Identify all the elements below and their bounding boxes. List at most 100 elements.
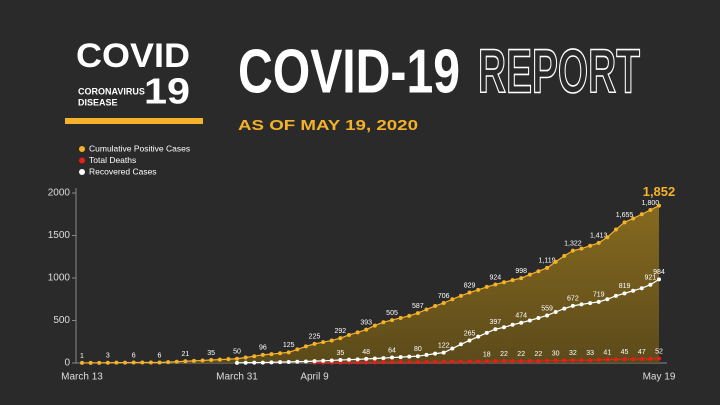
point: [613, 227, 618, 232]
point: [657, 203, 661, 208]
data-label: 819: [619, 283, 631, 290]
point: [217, 357, 222, 362]
point: [562, 358, 567, 363]
point: [467, 290, 472, 295]
point: [639, 357, 644, 362]
point: [329, 358, 334, 363]
x-tick-label: May 19: [643, 372, 676, 383]
point: [441, 350, 446, 355]
data-label: 64: [388, 347, 396, 354]
point: [140, 360, 145, 365]
data-label: 998: [515, 268, 527, 275]
point: [312, 359, 317, 364]
point: [260, 352, 265, 357]
point: [88, 360, 93, 365]
point: [390, 360, 395, 365]
data-label: 393: [360, 319, 372, 326]
x-tick-label: March 31: [216, 372, 258, 383]
point: [579, 358, 584, 363]
point: [424, 359, 429, 364]
point: [631, 288, 636, 293]
point: [493, 282, 498, 287]
data-label: 1,413: [590, 233, 608, 240]
point: [346, 332, 351, 337]
point: [433, 351, 438, 356]
data-label: 45: [621, 349, 629, 356]
title: COVID-19: [238, 37, 460, 106]
legend-swatch: [79, 157, 85, 164]
point: [355, 330, 360, 335]
data-label: 30: [552, 350, 560, 357]
point: [510, 322, 515, 327]
point: [631, 216, 636, 221]
point: [364, 327, 369, 332]
point: [381, 360, 386, 365]
point: [329, 338, 334, 343]
data-label: 21: [181, 351, 189, 358]
point: [355, 357, 360, 362]
data-label: 672: [567, 296, 579, 303]
point: [510, 359, 515, 364]
point: [166, 360, 171, 365]
point: [648, 356, 653, 361]
point: [458, 342, 463, 347]
data-label: 225: [309, 334, 321, 341]
point: [570, 303, 575, 308]
point: [209, 358, 214, 363]
data-label: 6: [158, 352, 162, 359]
point: [570, 248, 575, 253]
point: [415, 311, 420, 316]
point: [501, 325, 506, 330]
data-label: 125: [283, 342, 295, 349]
point: [562, 253, 567, 258]
legend-label: Cumulative Positive Cases: [89, 143, 190, 153]
data-label: 1,655: [616, 212, 634, 219]
logo-number: 19: [144, 71, 190, 112]
data-label: 3: [106, 353, 110, 360]
point: [80, 360, 84, 365]
point: [381, 356, 386, 361]
x-tick-label: April 9: [300, 372, 329, 383]
point: [519, 359, 524, 364]
point: [657, 356, 661, 361]
point: [450, 359, 455, 364]
data-label: 22: [517, 351, 525, 358]
legend-swatch: [79, 169, 85, 175]
point: [527, 272, 532, 277]
x-tick-label: March 13: [61, 372, 103, 383]
point: [346, 357, 351, 362]
point: [278, 351, 283, 356]
data-label: 35: [336, 350, 344, 357]
point: [536, 269, 541, 274]
data-label: 50: [233, 349, 241, 356]
point: [510, 278, 515, 283]
data-label: 1,800: [642, 200, 660, 207]
data-label: 706: [438, 293, 450, 300]
point: [501, 280, 506, 285]
data-label: 1: [80, 353, 84, 360]
point: [269, 360, 274, 365]
point: [493, 359, 498, 364]
point: [579, 246, 584, 251]
point: [105, 360, 110, 365]
data-label: 122: [438, 342, 450, 349]
data-label: 587: [412, 303, 424, 310]
point: [527, 318, 532, 323]
point: [364, 356, 369, 361]
point: [476, 287, 481, 292]
point: [622, 291, 627, 296]
point: [579, 302, 584, 307]
point: [596, 240, 601, 245]
point: [467, 359, 472, 364]
point: [355, 360, 360, 365]
point: [372, 323, 377, 328]
point: [114, 360, 119, 365]
data-label: 33: [586, 350, 594, 357]
y-tick-label: 1000: [48, 273, 71, 284]
data-label: 47: [638, 349, 646, 356]
point: [493, 327, 498, 332]
point: [476, 334, 481, 339]
point: [338, 358, 343, 363]
point: [123, 360, 128, 365]
data-label: 22: [535, 351, 543, 358]
